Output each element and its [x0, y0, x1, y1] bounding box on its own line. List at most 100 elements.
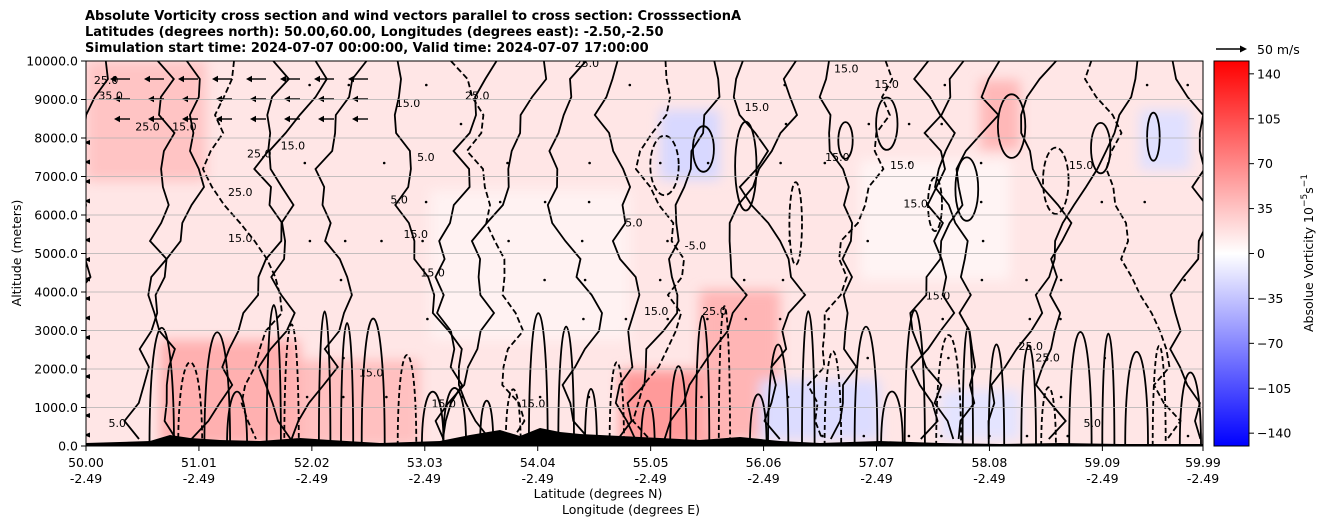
wind-arrow-small [86, 218, 90, 223]
contour-loop [649, 134, 680, 197]
wind-arrow-tiny [943, 83, 947, 87]
wind-arrow-tiny [947, 356, 950, 360]
wind-arrow-tiny [1059, 278, 1063, 282]
contour-loop [1146, 111, 1161, 162]
contour-labels: 35.025.025.0 15.025.015.025.015.015.025.0… [94, 57, 1102, 430]
wind-arrow-tiny [940, 122, 943, 126]
y-tick-label: 7000.0 [34, 169, 78, 184]
wind-arrow [216, 115, 232, 123]
wind-arrow-tiny [907, 122, 911, 126]
wind-arrow-tiny [308, 239, 312, 243]
wind-arrow-tiny [624, 317, 628, 321]
wind-arrow [314, 75, 334, 83]
contour-line [853, 326, 879, 446]
x-tick-label-lon: -2.49 [522, 471, 554, 486]
x-tick-label-lon: -2.49 [747, 471, 779, 486]
colorbar-ticks: 140 105 70 35 0 −35 −70 −105 −140 [1249, 66, 1291, 441]
wind-arrow-tiny [1183, 278, 1186, 282]
x-tick-label-lon: -2.49 [634, 471, 666, 486]
x-axis: 50.00-2.4951.01-2.4952.02-2.4953.03-2.49… [68, 446, 1221, 486]
contour-line [903, 309, 926, 446]
wind-arrow-tiny [461, 395, 464, 399]
contour-lines [86, 61, 1203, 446]
wind-arrow-small [86, 198, 90, 204]
wind-arrow [284, 115, 300, 123]
plot-area: 35.025.025.0 15.025.015.025.015.015.025.0… [85, 57, 1204, 447]
contour-line [806, 61, 894, 440]
wind-arrow-tiny [580, 239, 584, 243]
wind-arrow-tiny [506, 161, 509, 165]
colorbar-tick-label: −105 [1257, 381, 1291, 396]
y-tick-label: 1000.0 [34, 400, 78, 415]
contour-line [265, 304, 282, 446]
contour-line [767, 343, 790, 446]
contour-line [253, 61, 296, 440]
x-tick-label-lon: -2.49 [860, 471, 892, 486]
colorbar-tick-label: −140 [1257, 426, 1291, 441]
wind-arrow [318, 115, 334, 123]
wind-arrow-tiny [305, 395, 309, 399]
contour-label: 15.0 [404, 228, 429, 241]
wind-arrow-tiny [303, 161, 307, 165]
contour-label: 15.0 [890, 159, 915, 172]
contour-label: -5.0 [685, 240, 706, 253]
wind-arrow [216, 95, 232, 103]
contour-line [608, 361, 625, 446]
contour-line [421, 391, 445, 446]
x-axis-label-lon: Longitude (degrees E) [562, 502, 700, 517]
wind-arrow-tiny [938, 395, 942, 399]
quiver-key-arrowhead [1240, 45, 1247, 53]
contour-label: 25.0 [247, 147, 272, 160]
wind-arrow-small [86, 432, 90, 438]
contour-line [201, 61, 283, 440]
x-tick-label-lon: -2.49 [1187, 471, 1219, 486]
contour-label: 5.0 [625, 217, 643, 230]
wind-arrow-tiny [988, 434, 991, 438]
x-tick-label-lon: -2.49 [183, 471, 215, 486]
contour-label: 25.0 [575, 57, 600, 70]
wind-arrow-tiny [706, 317, 709, 321]
wind-arrow-small [86, 413, 90, 418]
vorticity-shading [86, 61, 1190, 446]
contour-line [1040, 386, 1057, 446]
contour-line [318, 310, 332, 446]
contour-label: 25.0 [135, 120, 160, 133]
contour-line [717, 305, 731, 446]
contour-line [1151, 345, 1167, 446]
contour-line [1068, 331, 1093, 446]
contour-line [961, 326, 974, 446]
wind-arrow-tiny [380, 239, 383, 243]
contour-line [749, 393, 768, 446]
wind-arrow-tiny [1025, 434, 1029, 438]
colorbar-label-exp: −5 [1300, 194, 1310, 207]
wind-arrow-tiny [1103, 356, 1107, 360]
wind-arrow-tiny [426, 317, 429, 321]
colorbar-label-base: Absolue Vorticity 10 [1301, 207, 1316, 332]
wind-arrow-small [86, 237, 90, 243]
contour-line [123, 61, 176, 440]
contour-line [617, 61, 721, 440]
wind-arrow-tiny [382, 161, 386, 165]
contour-label: 5.0 [1084, 417, 1102, 430]
wind-arrow-tiny [342, 395, 345, 399]
wind-arrow-tiny [1143, 200, 1146, 204]
wind-arrow-tiny [587, 395, 591, 399]
terrain [86, 428, 1203, 446]
contour-line [203, 331, 231, 446]
contour-line [479, 399, 495, 446]
wind-arrow-tiny [940, 434, 943, 438]
colorbar-tick-label: 35 [1257, 201, 1273, 216]
contour-line [801, 310, 816, 446]
wind-arrow-tiny [742, 278, 746, 282]
contour-loop [837, 121, 854, 160]
wind-arrow-tiny [343, 239, 347, 243]
x-tick-label-lon: -2.49 [70, 471, 102, 486]
wind-arrow-tiny [1028, 317, 1032, 321]
wind-arrow-tiny [666, 317, 669, 321]
wind-arrow-small [86, 335, 90, 340]
contour-line [1020, 344, 1037, 446]
contour-line [434, 61, 548, 440]
wind-arrow-tiny [666, 239, 669, 243]
colorbar-tick-label: −35 [1257, 291, 1283, 306]
